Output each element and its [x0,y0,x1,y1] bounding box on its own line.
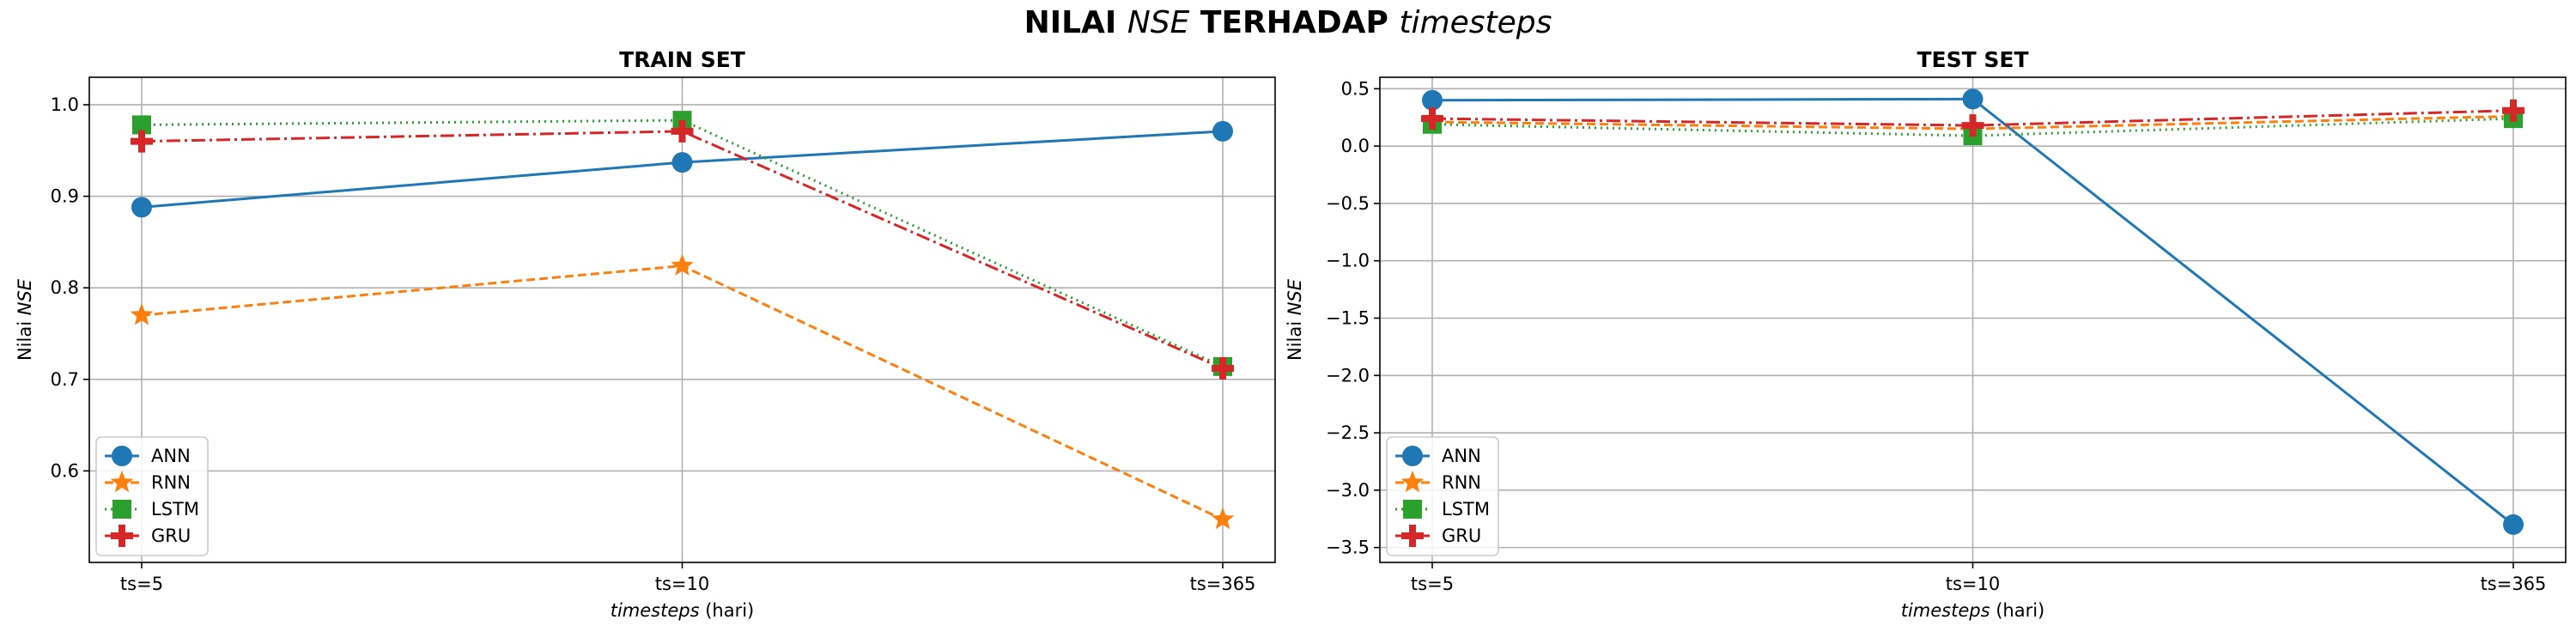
train-y-tick-label: 0.9 [51,186,79,207]
train-panel-title: TRAIN SET [619,47,745,72]
train-point-gru [131,130,153,153]
test-point-ann [2503,513,2524,535]
train-point-lstm [132,115,151,135]
test-y-tick-label: −1.5 [1326,307,1370,328]
test-y-tick-label: −2.0 [1326,365,1370,386]
train-point-gru [1212,357,1234,380]
test-point-gru [1961,114,1984,137]
test-legend-label-gru: GRU [1442,526,1481,546]
test-point-ann [1422,89,1443,111]
test-legend-marker-lstm [1403,500,1422,519]
train-point-rnn [1211,507,1235,530]
test-legend-marker-rnn [1400,471,1425,493]
train-point-ann [131,197,152,218]
test-panel-title: TEST SET [1917,47,2028,72]
test-x-tick-label: ts=365 [2481,574,2547,594]
test-set-panel: ts=5 ts=10 ts=365 0.5 0.0 −0.5 −1.0 −1.5 −2.0 −2.… [1285,47,2567,621]
test-legend-marker-gru [1401,525,1424,547]
train-legend-marker-lstm [112,500,131,519]
test-y-tick-label: −2.5 [1326,422,1370,443]
test-legend-label-rnn: RNN [1442,472,1481,493]
train-legend: ANN RNN LSTM GRU [95,436,209,556]
train-point-rnn [130,303,154,325]
train-x-tick-label: ts=5 [120,574,163,594]
test-point-gru [1421,107,1443,131]
test-legend-label-lstm: LSTM [1442,499,1490,519]
test-series-line-gru [1431,109,2514,127]
train-point-gru [671,119,694,143]
train-legend-label-lstm: LSTM [151,499,199,519]
train-y-tick-label: 0.8 [51,277,79,298]
train-x-tick-label: ts=10 [655,574,710,594]
train-legend-label-gru: GRU [151,526,191,546]
train-legend-marker-ann [112,446,132,466]
test-x-tick-label: ts=10 [1946,574,2001,594]
figure-title: NILAI NSE TERHADAP timesteps [1024,5,1552,40]
test-y-tick-label: 0.0 [1341,136,1370,156]
train-point-rnn [671,253,694,276]
train-legend-marker-rnn [110,471,134,493]
train-point-ann [1212,120,1233,142]
test-x-tick-label: ts=5 [1411,574,1454,594]
train-point-ann [671,152,693,173]
test-legend-marker-ann [1402,446,1423,466]
train-y-axis-label: Nilai NSE [15,278,35,361]
train-x-tick-label: ts=365 [1190,574,1256,594]
train-series-line-gru [141,130,1224,370]
test-y-tick-label: −3.5 [1326,538,1370,558]
test-y-tick-label: −0.5 [1326,193,1370,214]
test-y-tick-label: 0.5 [1341,78,1370,99]
train-legend-marker-gru [111,525,133,547]
test-y-axis-label: Nilai NSE [1285,278,1305,361]
train-y-tick-label: 0.7 [51,369,79,390]
train-set-panel: ts=5 ts=10 ts=365 0.6 0.7 0.8 0.9 1.0 TRAIN SET t… [15,47,1276,621]
test-legend-label-ann: ANN [1442,446,1481,466]
train-legend-label-rnn: RNN [151,472,191,493]
train-x-axis-label: timesteps (hari) [611,600,755,621]
test-x-axis-label: timesteps (hari) [1901,600,2045,621]
test-point-gru [2502,99,2524,122]
test-legend: ANN RNN LSTM GRU [1386,436,1499,556]
train-legend-label-ann: ANN [151,446,191,466]
test-y-tick-label: −3.0 [1326,480,1370,501]
train-y-tick-label: 1.0 [51,94,79,115]
test-point-ann [1962,88,1984,110]
test-y-tick-label: −1.0 [1326,251,1370,271]
train-y-tick-label: 0.6 [51,460,79,481]
